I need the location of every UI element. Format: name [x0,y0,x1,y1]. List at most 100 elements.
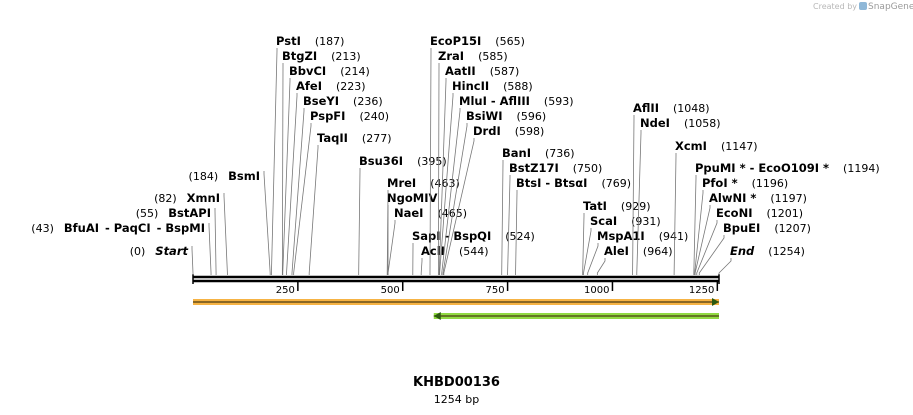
site-label-ndei: NdeI (1058) [640,116,721,130]
site-scai[interactable]: ScaI (931) [583,214,661,275]
site-position: (769) [601,177,631,190]
site-ecop15i[interactable]: EcoP15I (565) [429,34,525,275]
site-label-afei: AfeI (223) [296,79,366,93]
site-label-ppu: PpuMI * - EcoO109I * (1194) [695,161,880,175]
site-position: (1201) [766,207,803,220]
site-bstz17i[interactable]: BstZ17I (750) [507,161,603,275]
site-label-aatii: AatII (587) [445,64,519,78]
site-leader-line [438,78,447,275]
credit-brand: SnapGene [868,2,913,12]
site-bstapi[interactable]: (55) BstAPI [136,206,217,275]
site-bsiwi[interactable]: BsiWI (596) [442,109,546,275]
site-hincii[interactable]: HincII (588) [439,79,533,275]
site-label-alwni: AlwNI * (1197) [709,191,807,205]
site-bsmi[interactable]: (184) BsmI [189,169,271,275]
site-name: AclI [421,244,445,258]
site-label-bfu: (43) BfuAI - PaqCI - BspMI [31,221,205,235]
site-leader-line [386,190,389,275]
site-bsu36i[interactable]: Bsu36I (395) [358,154,447,275]
site-tati[interactable]: TatI (929) [582,199,651,275]
site-position: (1058) [684,117,721,130]
site-ndei[interactable]: NdeI (1058) [636,116,721,275]
site-position: (1254) [768,245,805,258]
site-afei[interactable]: AfeI (223) [286,79,366,275]
site-ppu[interactable]: PpuMI * - EcoO109I * (1194) [693,161,880,275]
site-aatii[interactable]: AatII (587) [438,64,519,275]
feature-green[interactable] [433,312,719,320]
site-leader-line [718,258,732,275]
site-position: (941) [659,230,689,243]
site-label-zrai: ZraI (585) [438,49,508,63]
site-label-sap: SapI - BspQI (524) [412,229,535,243]
site-pfoi[interactable]: PfoI * (1196) [694,176,789,275]
site-leader-line [358,168,361,275]
site-bpuei[interactable]: BpuEI (1207) [698,221,811,275]
site-name: TaqII [317,131,348,145]
site-label-bseyi: BseYI (236) [303,94,383,108]
site-end[interactable]: End (1254) [718,244,805,275]
site-bfu[interactable]: (43) BfuAI - PaqCI - BspMI [31,221,212,275]
site-sap[interactable]: SapI - BspQI (524) [412,229,535,275]
site-econi[interactable]: EcoNI (1201) [696,206,803,275]
site-separator: - [445,229,450,243]
ruler-tick-label: 1000 [584,285,609,296]
site-start[interactable]: (0) Start [130,244,194,275]
site-name: ZraI [438,49,464,63]
site-label-bani: BanI (736) [502,146,575,160]
credit-prefix: Created by [813,2,858,11]
site-name: BpuEI [723,221,760,235]
site-bts[interactable]: BtsI - BtsαI (769) [515,176,631,275]
site-drdi[interactable]: DrdI (598) [443,124,544,275]
site-bseyi[interactable]: BseYI (236) [291,94,383,275]
site-xmni[interactable]: (82) XmnI [154,191,228,275]
feature-orange[interactable] [193,298,719,306]
site-xcmi[interactable]: XcmI (1147) [673,139,758,275]
site-name: AflII [633,101,659,115]
site-position: (588) [503,80,533,93]
site-name: BseYI [303,94,339,108]
site-alwni[interactable]: AlwNI * (1197) [694,191,807,275]
site-psti[interactable]: PstI (187) [271,34,344,275]
site-leader-line [263,171,271,275]
site-leader-line [308,145,319,275]
site-label-bts: BtsI - BtsαI (769) [516,176,631,190]
site-leader-line [282,78,291,275]
site-taqii[interactable]: TaqII (277) [308,131,392,275]
site-aflii[interactable]: AflII (1048) [632,101,710,275]
site-name: AleI [604,244,629,258]
site-name: BsmI [228,169,260,183]
site-leader-line [583,228,592,275]
site-pspfi[interactable]: PspFI (240) [293,109,389,275]
site-bbvci[interactable]: BbvCI (214) [282,64,370,275]
site-label-drdi: DrdI (598) [473,124,544,138]
snapgene-credit: Created by SnapGene [813,2,913,12]
site-name: AlwNI * [709,191,756,205]
site-label-bsiwi: BsiWI (596) [466,109,546,123]
site-name: XcmI [675,139,707,153]
site-mlu[interactable]: MluI - AflIII (593) [441,94,574,275]
site-leader-line [501,160,504,275]
site-position: (587) [490,65,520,78]
site-name: NdeI [640,116,670,130]
site-naei[interactable]: NaeI (465) [387,206,467,275]
site-leader-line [694,190,704,275]
site-bani[interactable]: BanI (736) [501,146,575,275]
site-zrai[interactable]: ZraI (585) [437,49,508,275]
site-leader-line [694,205,711,275]
site-acli[interactable]: AclI (544) [420,244,489,275]
site-label-tati: TatI (929) [583,199,651,213]
ruler-tick-label: 1250 [689,285,714,296]
site-name: HincII [452,79,489,93]
site-btgzi[interactable]: BtgZI (213) [281,49,361,275]
site-position: (1048) [673,102,710,115]
site-label-bbvci: BbvCI (214) [289,64,370,78]
site-name: DrdI [473,124,501,138]
site-position: (463) [430,177,460,190]
snapgene-logo-icon [859,2,868,10]
ruler-tick-label: 250 [276,285,295,296]
site-alei[interactable]: AleI (964) [596,244,673,275]
site-label-acli: AclI (544) [421,244,489,258]
site-label-xcmi: XcmI (1147) [675,139,758,153]
site-separator: - [491,94,496,108]
site-label-start: (0) Start [130,244,189,258]
